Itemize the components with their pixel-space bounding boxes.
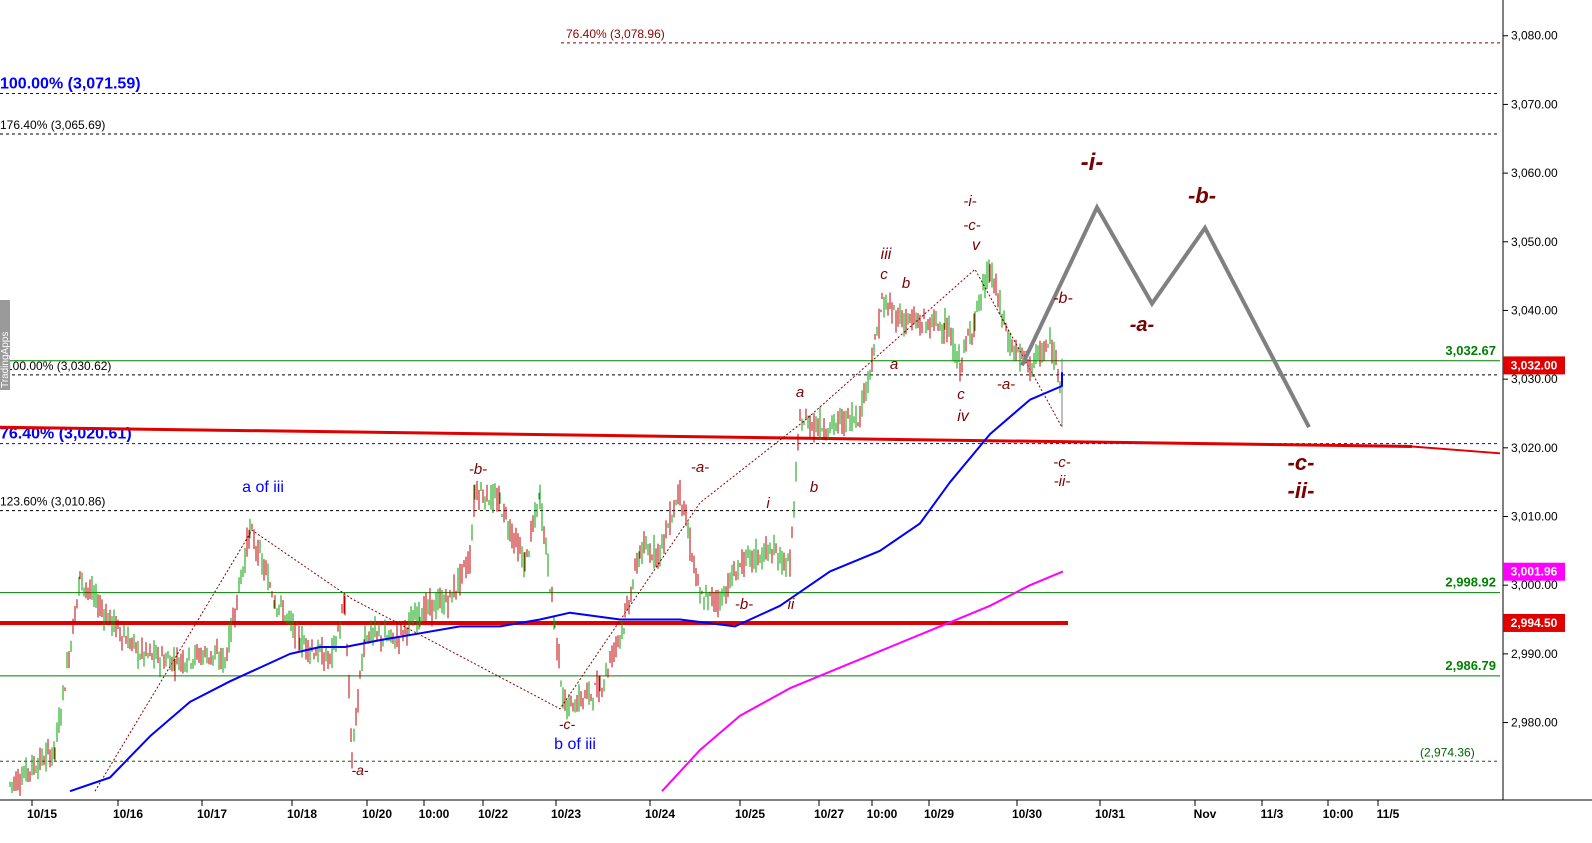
x-tick-label: 10:00 — [867, 807, 898, 821]
price-badge — [1503, 613, 1565, 632]
wave-label: c — [880, 266, 888, 283]
x-tick-label: 10/24 — [645, 807, 675, 821]
x-tick-label: 10:00 — [419, 807, 450, 821]
resistance-trendline-ext — [1411, 445, 1501, 455]
x-tick-label: 11/5 — [1377, 807, 1400, 821]
wave-label: -b- — [1053, 290, 1073, 307]
x-tick-label: 10/27 — [814, 807, 844, 821]
y-tick-label: 3,040.00 — [1511, 303, 1558, 317]
x-tick-label: 10/25 — [735, 807, 765, 821]
wave-label: -a- — [997, 376, 1015, 393]
price-badge-label: 3,032.00 — [1511, 358, 1558, 372]
wave-label: -c- — [559, 716, 576, 732]
fib-level-label: 76.40% (3,078.96) — [566, 27, 665, 41]
wave-label: -b- — [469, 461, 487, 478]
support-level-label: 2,998.92 — [1445, 575, 1496, 590]
projection-path — [1020, 203, 1311, 429]
x-tick-label: Nov — [1194, 807, 1217, 821]
y-tick-label: 2,990.00 — [1511, 647, 1558, 661]
wave-label: -i- — [1081, 149, 1104, 176]
x-tick-label: 10/31 — [1095, 807, 1125, 821]
wave-label: -ii- — [1054, 473, 1071, 490]
wave-label: -a- — [691, 459, 709, 476]
wave-label: -b- — [1188, 183, 1216, 208]
wave-label: a — [796, 384, 804, 401]
fib-level-label: 100.00% (3,071.59) — [0, 75, 141, 92]
fib-level-label: (2,974.36) — [1420, 745, 1475, 759]
y-tick-label: 3,050.00 — [1511, 235, 1558, 249]
wave-label: c — [957, 386, 965, 403]
wave-label: -b- — [735, 596, 753, 613]
price-badge — [1503, 562, 1565, 581]
y-tick-label: 3,020.00 — [1511, 441, 1558, 455]
x-tick-label: 11/3 — [1261, 807, 1284, 821]
y-tick-label: 3,010.00 — [1511, 510, 1558, 524]
wave-connector — [94, 268, 1063, 792]
wave-label: iv — [957, 408, 970, 425]
x-tick-label: 10/23 — [551, 807, 581, 821]
wave-label: i — [766, 495, 770, 512]
y-tick-label: 3,070.00 — [1511, 97, 1558, 111]
x-tick-label: 10:00 — [1323, 807, 1354, 821]
price-badge-label: 2,994.50 — [1511, 616, 1558, 630]
wave-label: iii — [881, 246, 892, 263]
ma-slow-line — [661, 570, 1064, 792]
x-tick-label: 10/22 — [478, 807, 508, 821]
fib-level-label: 100.00% (3,030.62) — [6, 359, 111, 373]
y-tick-label: 3,060.00 — [1511, 166, 1558, 180]
support-level-label: 2,986.79 — [1445, 658, 1496, 673]
x-tick-label: 10/29 — [924, 807, 954, 821]
x-tick-label: 10/16 — [113, 807, 143, 821]
price-badge — [1503, 356, 1565, 375]
wave-label: a — [890, 356, 898, 373]
y-tick-label: 3,080.00 — [1511, 29, 1558, 43]
wave-label: -a- — [1130, 314, 1155, 336]
wave-label: ii — [788, 596, 795, 613]
y-tick-label: 2,980.00 — [1511, 716, 1558, 730]
y-tick-label: 3,000.00 — [1511, 578, 1558, 592]
wave-label: b — [810, 479, 818, 496]
price-badge-label: 3,001.96 — [1511, 565, 1558, 579]
resistance-trendline — [0, 425, 1413, 448]
price-series — [9, 259, 1063, 796]
wave-label: -a- — [351, 762, 368, 778]
support-level-label: 3,032.67 — [1445, 343, 1496, 358]
fib-level-label: 176.40% (3,065.69) — [0, 118, 105, 132]
wave-label: b — [902, 275, 910, 292]
wave-label: -c- — [963, 217, 981, 234]
wave-label: -i- — [963, 193, 976, 210]
fib-level-label: 123.60% (3,010.86) — [0, 495, 105, 509]
wave-label: -c- — [1053, 454, 1071, 471]
x-tick-label: 10/20 — [362, 807, 392, 821]
watermark-tab — [0, 300, 10, 390]
watermark-text: TradingApps — [0, 332, 11, 388]
wave-label: b of iii — [554, 736, 596, 753]
wave-label: -ii- — [1288, 478, 1315, 503]
x-tick-label: 10/18 — [287, 807, 317, 821]
x-tick-label: 10/30 — [1012, 807, 1042, 821]
y-tick-label: 3,030.00 — [1511, 372, 1558, 386]
x-tick-label: 10/17 — [197, 807, 227, 821]
wave-label: v — [972, 237, 981, 254]
ma-fast-line — [69, 372, 1063, 793]
wave-label: -c- — [1288, 450, 1315, 475]
x-tick-label: 10/15 — [27, 807, 57, 821]
wave-label: a of iii — [242, 479, 284, 496]
